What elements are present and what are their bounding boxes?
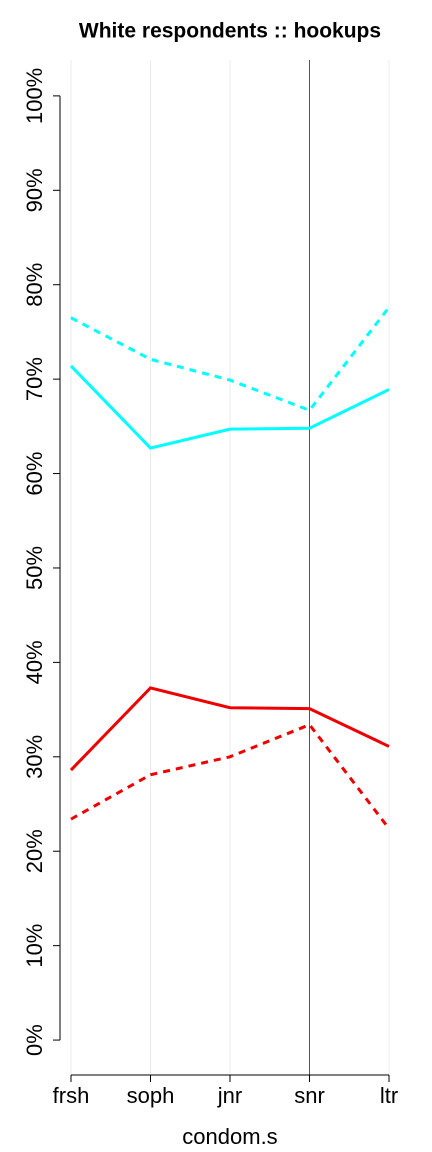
- series-line: [70, 722, 391, 830]
- x-tick-label: soph: [127, 1083, 175, 1108]
- y-tick-label: 30%: [22, 735, 47, 779]
- series-line: [70, 306, 391, 413]
- y-tick-label: 40%: [22, 640, 47, 684]
- y-tick-label: 50%: [22, 546, 47, 590]
- y-tick-label: 0%: [22, 1024, 47, 1056]
- x-tick-label: snr: [294, 1083, 325, 1108]
- series-line: [69, 686, 390, 772]
- y-tick-label: 10%: [22, 924, 47, 968]
- y-tick-label: 20%: [22, 829, 47, 873]
- chart-title: White respondents :: hookups: [79, 20, 381, 43]
- x-tick-label: ltr: [380, 1083, 398, 1108]
- y-tick-label: 90%: [22, 168, 47, 212]
- x-tick-label: frsh: [53, 1083, 90, 1108]
- x-axis-label: condom.s: [182, 1124, 277, 1149]
- x-tick-label: jnr: [217, 1083, 242, 1108]
- y-tick-label: 80%: [22, 263, 47, 307]
- y-tick-label: 100%: [22, 68, 47, 124]
- series-line: [69, 364, 390, 450]
- y-tick-label: 70%: [22, 357, 47, 401]
- y-tick-label: 60%: [22, 452, 47, 496]
